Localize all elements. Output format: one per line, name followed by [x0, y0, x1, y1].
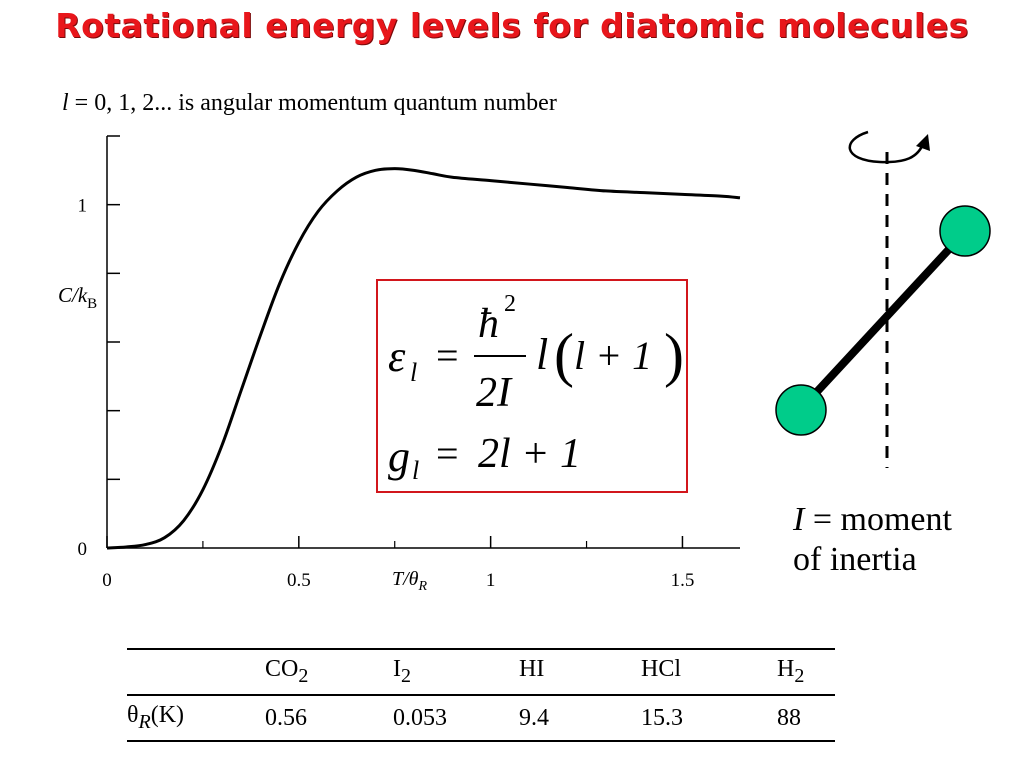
degeneracy-expression: 2l + 1	[478, 431, 581, 477]
rotational-temperature-table: CO2 I2 HI HCl H2 θR(K) 0.56 0.053 9.4 15…	[127, 648, 835, 742]
paren-expression: l + 1	[574, 333, 652, 378]
left-paren: (	[554, 322, 574, 388]
moment-line-1: I = moment	[793, 500, 952, 540]
table-value-cell: 0.56	[265, 695, 393, 742]
degeneracy-symbol: g	[388, 432, 410, 481]
table-value-cell: 15.3	[641, 695, 777, 742]
atom-top	[939, 205, 991, 257]
equals-sign-1: =	[436, 333, 459, 378]
hbar-symbol: ħ	[478, 301, 499, 347]
formula-box: ε l = ħ 2 2I l ( l + 1 ) g l = 2l + 1	[376, 279, 688, 493]
formula-svg: ε l = ħ 2 2I l ( l + 1 ) g l = 2l + 1	[388, 291, 684, 485]
subtitle: l = 0, 1, 2... is angular momentum quant…	[62, 90, 557, 117]
x-tick-label: 1.5	[671, 570, 695, 591]
table-header-cell: I2	[393, 648, 519, 696]
slide-title: Rotational energy levels for diatomic mo…	[55, 6, 969, 45]
degeneracy-subscript: l	[412, 456, 419, 485]
moment-variable: I	[793, 501, 805, 538]
atom-bottom	[775, 384, 827, 436]
hbar-exponent: 2	[504, 291, 516, 317]
x-axis-label: T/θR	[392, 568, 428, 594]
subtitle-text: = 0, 1, 2... is angular momentum quantum…	[68, 90, 557, 116]
x-tick-label: 0	[102, 570, 112, 591]
rotation-arrowhead-icon	[916, 134, 930, 151]
table-corner-cell	[127, 648, 265, 696]
moment-text-1: = moment	[804, 501, 952, 538]
subtitle-variable: l	[62, 90, 69, 116]
fraction-denominator: 2I	[476, 370, 513, 416]
table-value-cell: 88	[777, 695, 835, 742]
moment-line-2: of inertia	[793, 541, 917, 578]
heat-capacity-curve	[106, 167, 741, 550]
table-value-cell: 9.4	[519, 695, 641, 742]
table-row-label: θR(K)	[127, 695, 265, 742]
table-header-row: CO2 I2 HI HCl H2	[127, 648, 835, 696]
moment-of-inertia-label: I = moment of inertia	[793, 500, 952, 580]
y-tick-label: 1	[78, 196, 88, 217]
energy-symbol: ε	[388, 332, 406, 381]
table-values-row: θR(K) 0.56 0.053 9.4 15.3 88	[127, 695, 835, 742]
equals-sign-2: =	[436, 431, 459, 476]
molecular-bond	[797, 229, 968, 413]
table-header-cell: CO2	[265, 648, 393, 696]
table-header-cell: HCl	[641, 648, 777, 696]
rotation-arrow-icon	[848, 130, 926, 164]
x-tick-label: 1	[486, 570, 496, 591]
table-header-cell: H2	[777, 648, 835, 696]
x-tick-label: 0.5	[287, 570, 311, 591]
table-header-cell: HI	[519, 648, 641, 696]
y-axis-label: C/kB	[58, 283, 97, 312]
table-value-cell: 0.053	[393, 695, 519, 742]
right-paren: )	[664, 322, 684, 388]
y-tick-label: 0	[78, 539, 88, 560]
energy-subscript: l	[410, 358, 417, 387]
l-factor: l	[536, 330, 548, 379]
